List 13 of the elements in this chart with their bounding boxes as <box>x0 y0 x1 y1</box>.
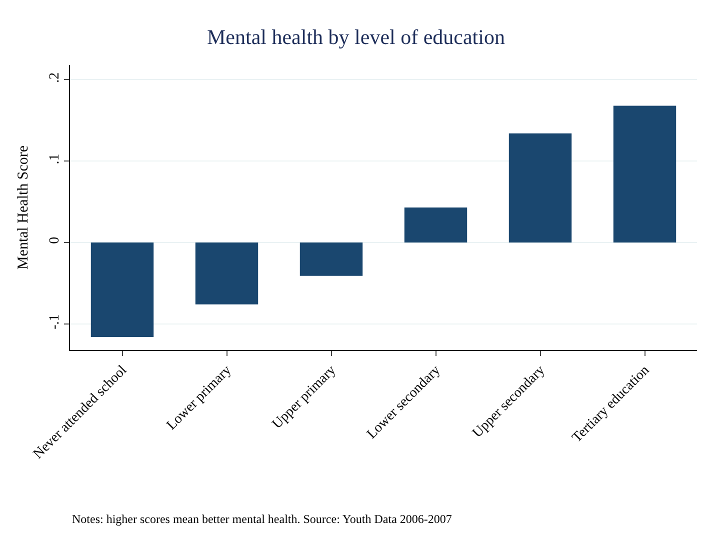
bar <box>195 242 258 304</box>
y-tick-label: 0 <box>47 236 62 244</box>
bar <box>300 242 363 276</box>
y-tick-label: -.1 <box>47 314 62 330</box>
y-tick-label: .2 <box>47 72 62 83</box>
chart-title: Mental health by level of education <box>207 25 506 50</box>
bar <box>90 242 154 337</box>
y-axis-title: Mental Health Score <box>16 145 32 270</box>
text: Notes: higher scores mean better mental health. Source: Youth Data 2006-2007 <box>72 512 452 526</box>
y-tick-label: .1 <box>47 154 62 164</box>
bar <box>508 133 572 243</box>
bar <box>404 208 468 243</box>
bar <box>613 106 676 243</box>
